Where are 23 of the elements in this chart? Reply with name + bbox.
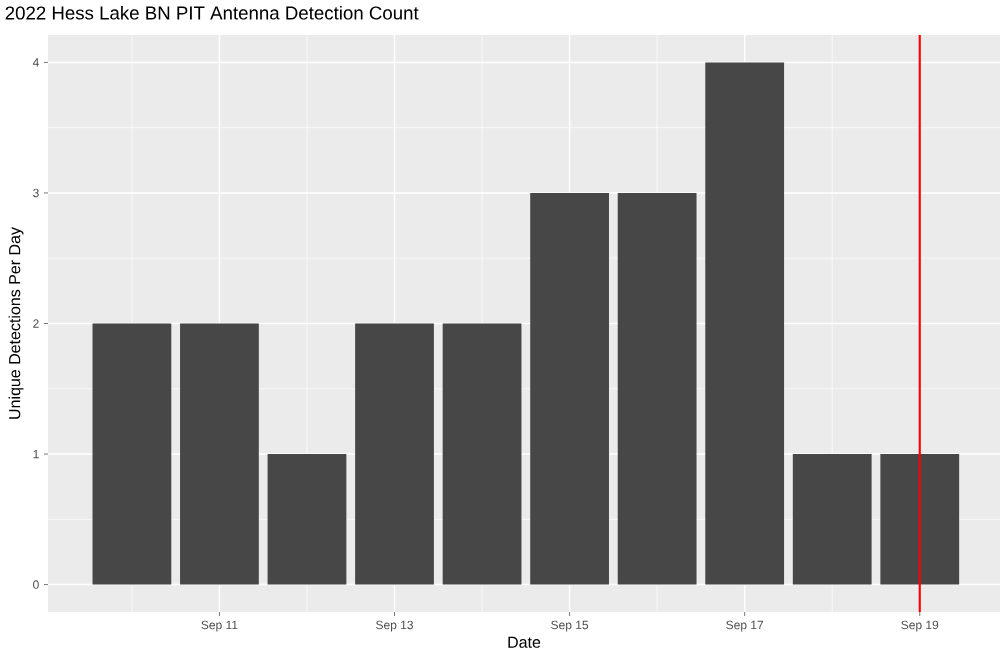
y-tick-label: 3 [33, 188, 39, 198]
x-tick-label: Sep 15 [551, 620, 589, 632]
x-tick-label: Sep 13 [376, 620, 413, 632]
x-tick-label: Sep 17 [726, 620, 764, 632]
bar [617, 192, 697, 585]
bar [267, 454, 347, 585]
x-tick-label: Sep 19 [901, 620, 939, 632]
y-tick-label: 4 [32, 58, 39, 67]
x-axis-title: Date [508, 636, 541, 648]
bar [442, 323, 522, 585]
y-tick-label: 1 [33, 449, 39, 459]
chart-title: 2022 Hess Lake BN PIT Antenna Detection Count [5, 5, 419, 20]
bar [92, 323, 172, 585]
bar [880, 454, 960, 585]
bar [530, 192, 609, 585]
y-tick-label: 0 [33, 580, 39, 589]
bar [180, 323, 259, 585]
y-axis-title: Unique Detections Per Day [8, 227, 24, 419]
bar [792, 454, 872, 585]
y-tick-label: 2 [33, 319, 39, 328]
bar [355, 323, 434, 585]
x-tick-label: Sep 11 [201, 620, 238, 632]
bar [705, 62, 785, 585]
